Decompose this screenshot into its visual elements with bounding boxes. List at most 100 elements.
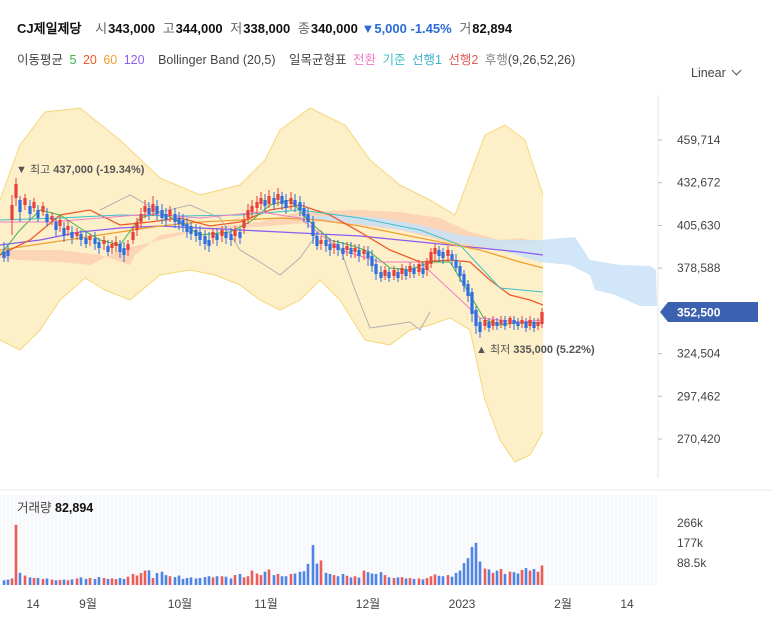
bollinger-band — [0, 107, 544, 463]
volume-bar — [458, 570, 462, 585]
volume-tick-label: 88.5k — [677, 556, 707, 570]
scale-dropdown[interactable]: Linear — [691, 65, 742, 80]
volume-bar — [379, 572, 383, 585]
candle-up — [14, 178, 18, 206]
ichimoku-lead1: 선행1 — [411, 53, 442, 67]
stock-name[interactable]: CJ제일제당 — [17, 21, 82, 36]
candle-down — [6, 244, 10, 262]
candle-up — [353, 244, 357, 258]
volume-bar — [349, 577, 353, 585]
volume-tick-label: 266k — [677, 516, 704, 530]
volume-bar — [328, 573, 332, 585]
candle-down — [97, 238, 101, 254]
volume-bar — [345, 575, 349, 585]
time-tick-label: 14 — [620, 597, 634, 611]
volume-bar — [396, 577, 400, 585]
volume-bar — [259, 575, 263, 585]
volume-title-label: 거래량 — [17, 501, 52, 515]
volume-bar — [23, 575, 27, 585]
volume-bar — [503, 573, 507, 585]
volume-bar — [181, 578, 185, 585]
candle-up — [211, 228, 215, 244]
volume-bar — [66, 580, 70, 585]
candle-down — [374, 258, 378, 280]
ma-label[interactable]: 이동평균 — [17, 53, 64, 67]
volume-bar — [177, 575, 181, 585]
volume-bar — [404, 578, 408, 585]
volume-bar — [229, 578, 233, 585]
candle-down — [224, 226, 228, 244]
candle-up — [135, 218, 139, 236]
volume-bar — [28, 577, 32, 585]
volume-bar — [246, 576, 250, 585]
low-marker: ▲ 최저 335,000 (5.22%) — [476, 343, 595, 356]
change-value: ▼5,000 — [361, 21, 407, 36]
candle-down — [207, 232, 211, 252]
ma-120-line — [0, 225, 544, 256]
volume-bar — [353, 576, 357, 585]
volume-bar — [233, 575, 237, 585]
volume-bar — [14, 524, 18, 585]
candle-up — [114, 236, 118, 252]
ma-20-line — [0, 204, 544, 306]
ichimoku-lagging: 후행 — [484, 53, 508, 67]
candle-up — [417, 260, 421, 276]
volume-bar — [143, 570, 147, 585]
ichimoku-params: (9,26,52,26) — [507, 53, 576, 67]
volume-bar — [168, 576, 172, 585]
candle-up — [483, 316, 487, 330]
candle-up — [131, 226, 135, 244]
candle-up — [429, 248, 433, 268]
candle-down — [450, 250, 454, 266]
volume-bar — [311, 545, 315, 585]
volume-label: 거 — [459, 21, 472, 36]
ma-5-line — [0, 199, 544, 326]
bollinger-label[interactable]: Bollinger Band (20,5) — [158, 53, 276, 67]
time-tick-label: 11월 — [254, 597, 278, 611]
candle-down — [387, 268, 391, 282]
volume-bar — [370, 573, 374, 585]
candle-up — [250, 200, 254, 218]
candle-up — [168, 206, 172, 222]
volume-bar — [54, 580, 58, 585]
volume-bar — [487, 569, 491, 585]
high-marker: ▼ 최고 437,000 (-19.34%) — [16, 163, 145, 176]
candle-down — [503, 316, 507, 330]
volume-bar — [276, 573, 280, 585]
volume-bar — [45, 578, 49, 585]
candle-up — [408, 262, 412, 278]
volume-bar — [263, 571, 267, 585]
candle-up — [446, 246, 450, 262]
volume-bar — [341, 573, 345, 585]
candle-down — [466, 280, 470, 302]
candle-down — [366, 246, 370, 266]
volume-bar — [508, 571, 512, 585]
high-label: 고 — [162, 21, 175, 36]
candle-up — [491, 316, 495, 330]
volume-bar — [118, 578, 122, 585]
ichimoku-cloud — [0, 210, 657, 306]
ichimoku-label[interactable]: 일목균형표 — [288, 53, 347, 67]
candle-up — [267, 190, 271, 208]
candle-down — [315, 232, 319, 250]
candle-up — [255, 196, 259, 214]
candle-down — [357, 244, 361, 262]
price-tick-label: 270,420 — [677, 432, 721, 446]
volume-bar — [135, 575, 139, 585]
volume-bar — [357, 577, 361, 585]
volume-bar — [387, 577, 391, 585]
volume-bar — [315, 563, 319, 585]
volume-bar — [450, 576, 454, 585]
candle-down — [36, 205, 40, 222]
volume-bar — [114, 579, 118, 585]
candle-down — [532, 318, 536, 332]
volume-bar — [164, 575, 168, 585]
volume-bar — [84, 578, 88, 585]
candle-down — [341, 242, 345, 260]
candle-down — [437, 246, 441, 262]
price-tick-label: 432,672 — [677, 176, 721, 190]
volume-bar — [32, 578, 36, 585]
volume-bar — [160, 571, 164, 585]
candle-down — [478, 318, 482, 338]
